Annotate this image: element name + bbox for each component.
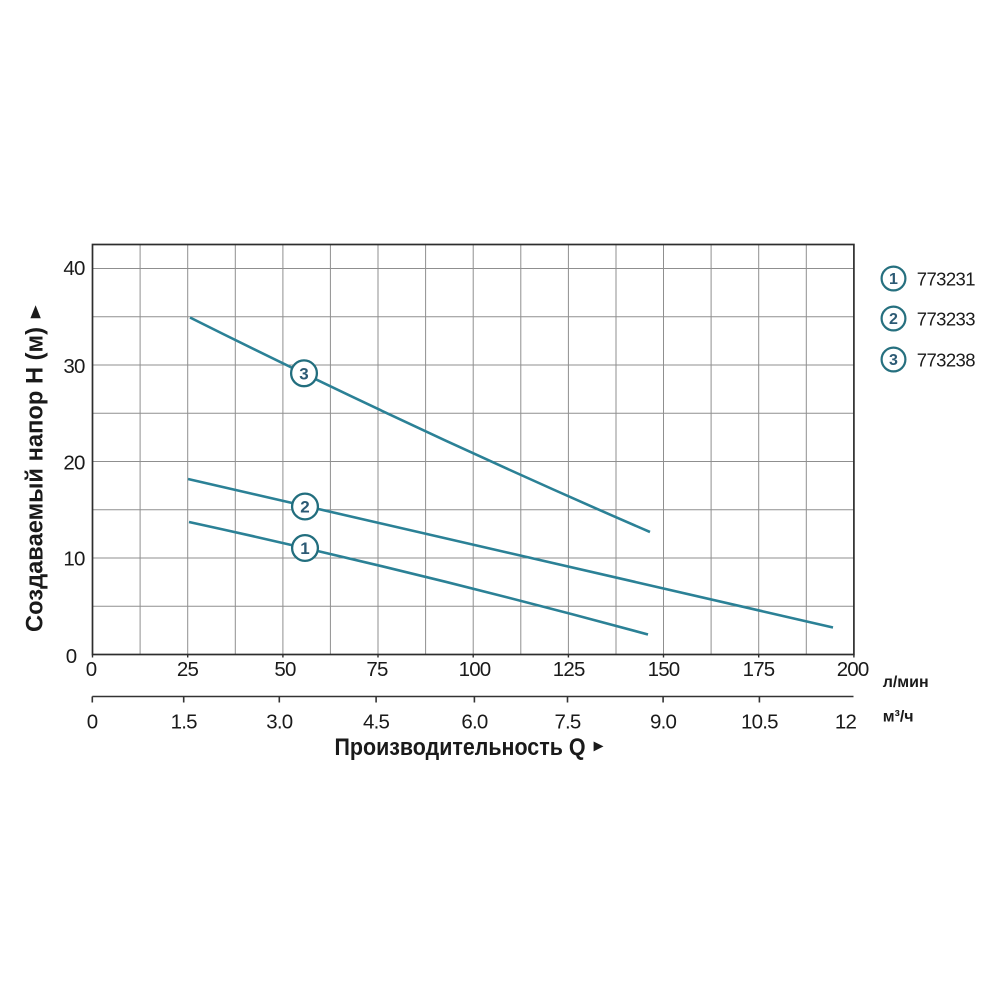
svg-text:25: 25 — [177, 658, 199, 681]
svg-text:0: 0 — [87, 711, 98, 734]
svg-text:40: 40 — [63, 257, 85, 280]
svg-text:12: 12 — [835, 711, 857, 734]
svg-text:3.0: 3.0 — [266, 711, 292, 734]
svg-text:75: 75 — [366, 658, 388, 681]
svg-text:6.0: 6.0 — [461, 711, 487, 734]
svg-text:2: 2 — [889, 311, 898, 328]
svg-text:0: 0 — [86, 658, 97, 681]
svg-text:4.5: 4.5 — [363, 711, 389, 734]
svg-text:3: 3 — [299, 365, 308, 384]
svg-text:773233: 773233 — [917, 309, 975, 330]
svg-text:200: 200 — [837, 658, 869, 681]
svg-text:125: 125 — [553, 658, 585, 681]
svg-text:10.5: 10.5 — [741, 711, 778, 734]
svg-text:л/мин: л/мин — [883, 674, 929, 691]
svg-text:1: 1 — [300, 539, 309, 558]
svg-text:9.0: 9.0 — [650, 711, 676, 734]
svg-text:10: 10 — [63, 547, 85, 570]
svg-text:Производительность Q: Производительность Q — [335, 734, 586, 761]
svg-text:0: 0 — [66, 645, 77, 668]
svg-text:7.5: 7.5 — [554, 711, 580, 734]
svg-text:1.5: 1.5 — [171, 711, 197, 734]
svg-text:50: 50 — [274, 658, 296, 681]
svg-text:773231: 773231 — [917, 269, 975, 290]
svg-text:1: 1 — [889, 271, 898, 288]
svg-text:м³/ч: м³/ч — [883, 708, 914, 725]
svg-text:3: 3 — [889, 352, 898, 369]
svg-text:175: 175 — [743, 658, 775, 681]
svg-text:2: 2 — [300, 498, 309, 517]
svg-text:100: 100 — [459, 658, 491, 681]
svg-text:Создаваемый напор H (м): Создаваемый напор H (м) — [22, 327, 49, 632]
svg-text:150: 150 — [648, 658, 680, 681]
svg-text:20: 20 — [63, 451, 85, 474]
svg-text:30: 30 — [63, 355, 85, 378]
svg-text:773238: 773238 — [917, 350, 975, 371]
